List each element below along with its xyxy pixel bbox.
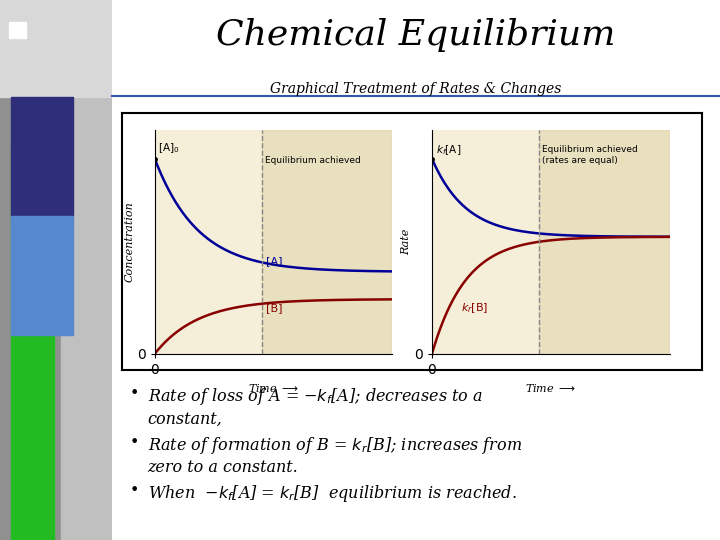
Text: $k_f$[A]: $k_f$[A] [436,143,461,157]
Bar [12,151,53,540]
Text: zero to a constant.: zero to a constant. [148,459,298,476]
Bar [9,22,26,38]
Bar [61,0,112,540]
Text: $k_r$[B]: $k_r$[B] [461,301,488,315]
Text: [B]: [B] [266,303,283,313]
Text: Rate of formation of B = $k_r$[B]; increases from: Rate of formation of B = $k_r$[B]; incre… [148,435,522,456]
Text: •: • [130,386,139,401]
Bar [539,130,670,354]
Bar [0,0,112,97]
Bar [262,130,392,354]
Y-axis label: Concentration: Concentration [125,201,134,282]
Text: [A]: [A] [266,256,283,266]
Bar [12,97,73,216]
Y-axis label: Rate: Rate [402,228,411,255]
Text: Equilibrium achieved: Equilibrium achieved [265,157,361,165]
Text: •: • [130,435,139,450]
Text: Graphical Treatment of Rates & Changes: Graphical Treatment of Rates & Changes [270,82,562,96]
Text: Chemical Equilibrium: Chemical Equilibrium [216,18,616,51]
Text: [A]$_0$: [A]$_0$ [158,141,180,155]
Bar [12,216,73,335]
Bar [0,0,61,540]
Text: constant,: constant, [148,410,222,427]
X-axis label: Time $\longrightarrow$: Time $\longrightarrow$ [525,382,577,394]
Text: Equilibrium achieved
(rates are equal): Equilibrium achieved (rates are equal) [542,145,638,165]
Text: •: • [130,483,139,498]
Text: Rate of loss of A = $-k_f$[A]; decreases to a: Rate of loss of A = $-k_f$[A]; decreases… [148,386,482,407]
Text: When  $-k_f$[A] = $k_r$[B]  equilibrium is reached.: When $-k_f$[A] = $k_r$[B] equilibrium is… [148,483,516,504]
X-axis label: Time $\longrightarrow$: Time $\longrightarrow$ [248,382,300,394]
